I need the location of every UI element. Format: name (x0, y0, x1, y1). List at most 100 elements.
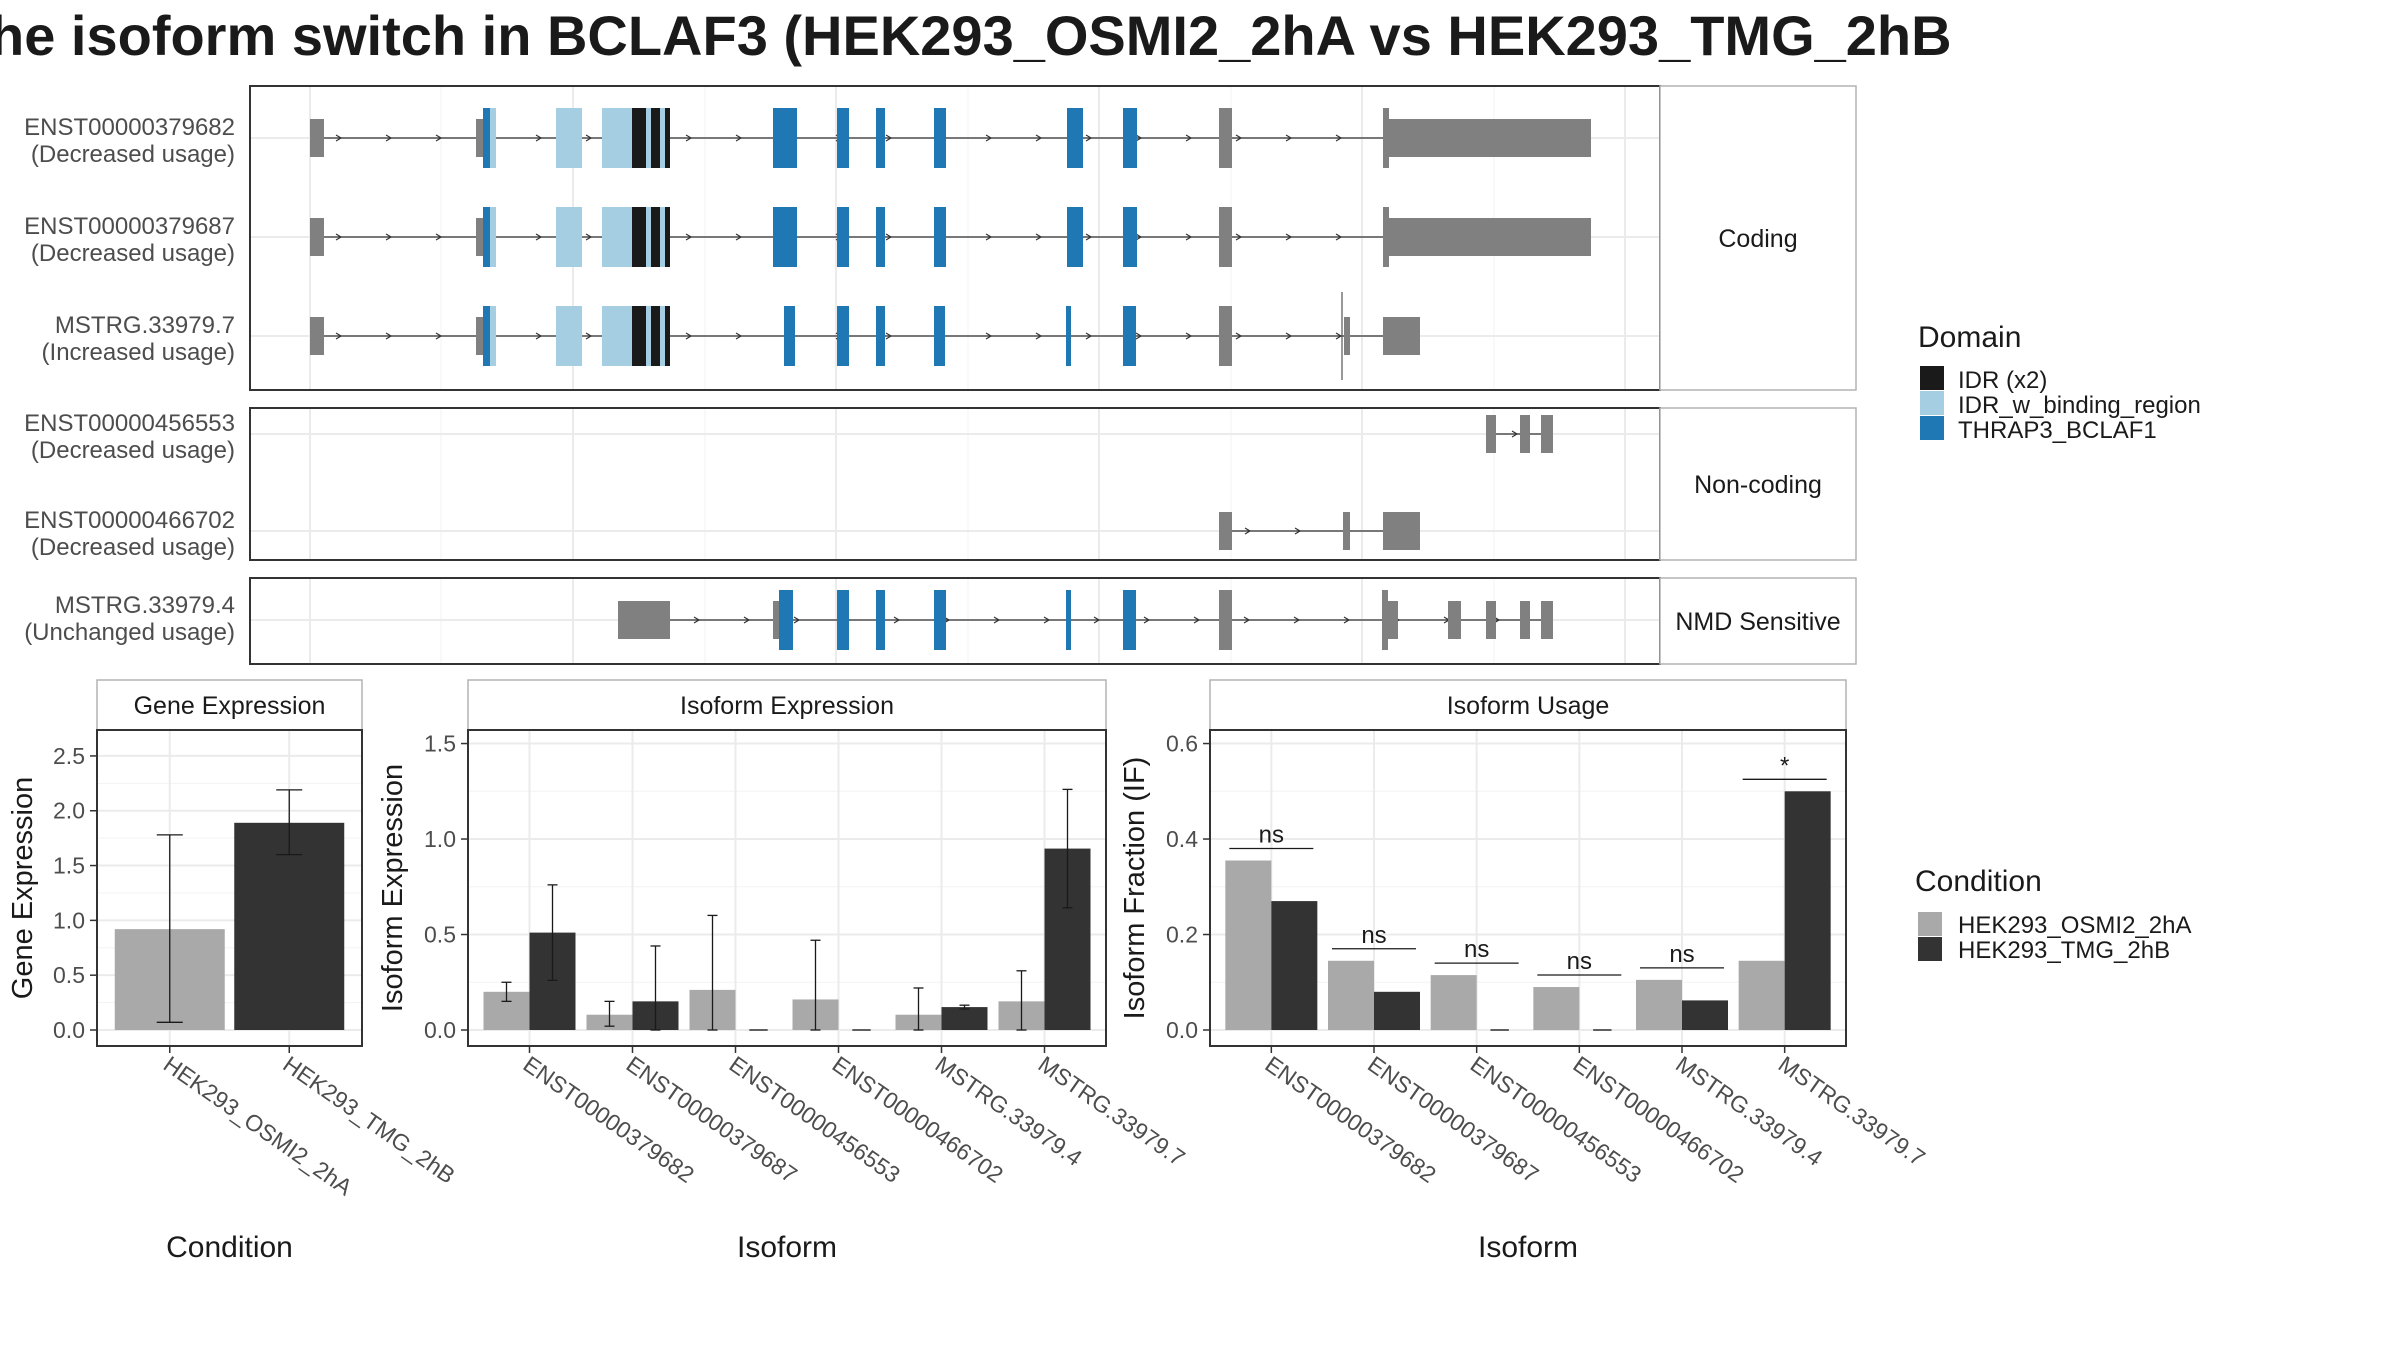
utr-exon (773, 601, 779, 639)
intron-arrow (1085, 233, 1093, 241)
y-tick-label: 1.5 (424, 731, 456, 757)
nmd-strip (1659, 577, 1857, 665)
domain-exon (1123, 207, 1137, 267)
x-tick-label: ENST00000456553 (725, 1051, 905, 1188)
significance-label: ns (1361, 922, 1386, 949)
intron-arrow (885, 134, 893, 142)
domain-legend-title: Domain (1918, 321, 2021, 354)
intron-arrow (793, 616, 801, 624)
intron-arrow (1343, 616, 1351, 624)
domain-exon (646, 108, 651, 168)
x-axis: ENST00000379682ENST00000379687ENST000004… (1260, 1046, 1930, 1188)
domain-exon (490, 207, 496, 267)
intron-arrow (985, 332, 993, 340)
intron-arrow (385, 233, 393, 241)
domain-exon (1123, 590, 1136, 650)
intron-arrow (685, 332, 693, 340)
intron-arrow (1085, 134, 1093, 142)
significance-label: ns (1259, 822, 1284, 849)
domain-exon (646, 306, 651, 366)
utr-exon (476, 317, 484, 355)
noncoding-strip (1659, 407, 1857, 561)
intron-arrow (585, 233, 593, 241)
significance-label: ns (1567, 948, 1592, 975)
x-axis-title: Condition (166, 1231, 293, 1264)
exon (1383, 512, 1420, 550)
domain-exon (1067, 207, 1083, 267)
intron-arrow (1035, 332, 1043, 340)
transcript-label: MSTRG.33979.4 (55, 592, 235, 619)
intron-arrow (685, 134, 693, 142)
bar (1636, 979, 1682, 1030)
transcript-tracks (310, 108, 1591, 650)
condition-legend: Condition HEK293_OSMI2_2hA HEK293_TMG_2h… (1915, 865, 2191, 964)
intron-arrow (1285, 134, 1293, 142)
domain-exon (483, 306, 491, 366)
coding-strip (1659, 85, 1857, 391)
intron-arrow (1035, 233, 1043, 241)
x-tick-label: ENST00000456553 (1466, 1051, 1646, 1188)
chart-strip (96, 679, 363, 731)
domain-exon (837, 108, 849, 168)
intron-arrow (735, 332, 743, 340)
utr-exon (1448, 601, 1461, 639)
intron-arrow (1193, 616, 1201, 624)
transcript-label: MSTRG.33979.7 (55, 312, 235, 339)
x-tick-label: ENST00000379687 (622, 1051, 802, 1188)
intron-arrow (1143, 616, 1151, 624)
domain-exon (876, 306, 885, 366)
transcript-label: ENST00000379687 (24, 213, 235, 240)
domain-exon (660, 306, 665, 366)
legend-swatch-idr (1920, 366, 1944, 390)
condition-legend-title: Condition (1915, 865, 2042, 898)
significance-annotations: ns ns ns ns ns * (1229, 752, 1827, 976)
utr-exon (310, 119, 324, 157)
domain-exon (602, 108, 632, 168)
transcript-label: ENST00000466702 (24, 507, 235, 534)
intron-arrow (535, 332, 543, 340)
domain-exon (837, 207, 849, 267)
utr-exon (310, 218, 324, 256)
significance-label: * (1780, 752, 1789, 779)
intron-arrow (585, 332, 593, 340)
domain-exon (773, 108, 797, 168)
bar (234, 822, 345, 1030)
chart-title: Isoform Usage (1447, 692, 1610, 720)
utr-exon (1389, 218, 1591, 256)
domain-exon (773, 207, 797, 267)
domain-legend: Domain IDR (x2) IDR_w_binding_region THR… (1918, 321, 2201, 444)
bar (1784, 791, 1831, 1030)
utr-exon (1541, 601, 1553, 639)
domain-exon (602, 207, 632, 267)
isoform-expression-chart: Isoform Expression 0.0 0.5 1.0 1.5 ENST0000… (377, 679, 1190, 1264)
intron-arrow (1185, 332, 1193, 340)
intron-arrow (1135, 134, 1143, 142)
intron-arrow (735, 233, 743, 241)
transcript-usage-label: (Decreased usage) (31, 534, 235, 561)
gene-expression-chart: Gene Expression 0.0 0.5 1.0 1.5 2.0 2.5 HEK29… (7, 679, 460, 1264)
domain-exon (490, 108, 496, 168)
domain-exon (646, 207, 651, 267)
exon (1382, 590, 1388, 650)
utr-exon (310, 317, 324, 355)
utr-exon (476, 119, 484, 157)
utr-exon (1486, 601, 1496, 639)
chart-strip (467, 679, 1107, 731)
strip-label-nmd: NMD Sensitive (1675, 608, 1840, 636)
bar (1328, 960, 1374, 1030)
domain-exon (556, 108, 582, 168)
intron-arrow (1235, 332, 1243, 340)
intron-arrow (1093, 616, 1101, 624)
intron-arrow (1085, 332, 1093, 340)
bars (114, 789, 345, 1030)
exon (1520, 415, 1530, 453)
intron-arrow (1293, 616, 1301, 624)
utr-exon (1388, 601, 1398, 639)
exon (1219, 590, 1232, 650)
domain-exon (934, 108, 946, 168)
intron-arrow (685, 233, 693, 241)
intron-arrow (335, 134, 343, 142)
intron-arrow (885, 233, 893, 241)
x-tick-label: ENST00000379682 (519, 1051, 699, 1188)
